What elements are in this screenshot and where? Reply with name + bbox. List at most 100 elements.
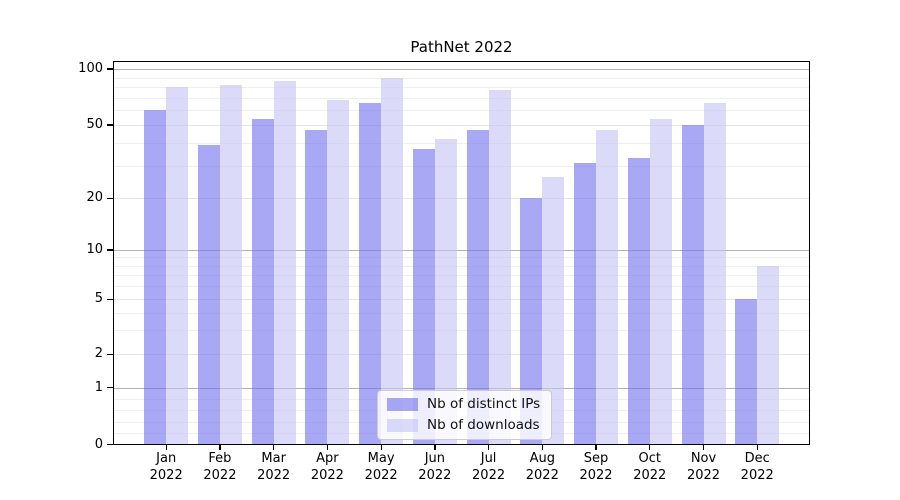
gridline-y-10 [113, 250, 810, 251]
x-tick-month: Oct [638, 451, 661, 466]
x-tick-label-jul: Jul 2022 [461, 450, 517, 484]
bar-distinct-ips-nov [681, 125, 704, 445]
y-tick-label-50: 50 [86, 117, 103, 132]
bar-distinct-ips-aug [520, 198, 543, 445]
y-tick-50 [107, 124, 113, 126]
gridline-y-6 [113, 286, 810, 288]
legend: Nb of distinct IPs Nb of downloads [377, 390, 553, 440]
legend-label-downloads: Nb of downloads [427, 417, 540, 433]
gridline-y-90 [113, 77, 810, 79]
x-tick-month: Dec [744, 451, 770, 466]
x-tick-month: Jul [480, 451, 497, 466]
legend-swatch-distinct-ips-icon [387, 397, 418, 411]
gridline-y-30 [113, 165, 810, 167]
x-tick-month: Feb [208, 451, 232, 466]
x-tick-month: Nov [690, 451, 717, 466]
gridline-y-2 [113, 354, 810, 356]
x-tick-year: 2022 [364, 468, 398, 483]
bar-distinct-ips-feb [197, 144, 220, 445]
bar-downloads-may [381, 77, 404, 445]
gridline-y-60 [113, 110, 810, 112]
x-tick-label-apr: Apr 2022 [299, 450, 355, 484]
x-tick-label-sep: Sep 2022 [568, 450, 624, 484]
bar-distinct-ips-mar [251, 118, 274, 445]
x-tick-label-may: May 2022 [353, 450, 409, 484]
bar-distinct-ips-jun [412, 149, 435, 445]
x-tick-year: 2022 [257, 468, 291, 483]
bar-downloads-dec [757, 265, 780, 445]
y-tick-label-20: 20 [86, 190, 103, 206]
x-tick-label-nov: Nov 2022 [676, 450, 732, 484]
y-tick-label-100: 100 [78, 61, 103, 76]
x-tick-year: 2022 [579, 468, 613, 483]
bar-distinct-ips-dec [735, 299, 758, 445]
y-tick-0 [107, 443, 113, 446]
x-tick-label-mar: Mar 2022 [246, 450, 302, 484]
gridline-y-3 [113, 329, 810, 331]
bar-downloads-apr [327, 100, 350, 445]
x-tick-year: 2022 [740, 468, 774, 483]
x-tick-month: May [367, 451, 395, 466]
y-tick-5 [107, 298, 113, 300]
bar-distinct-ips-jan [144, 110, 167, 445]
x-tick-sep [595, 445, 597, 450]
bar-distinct-ips-oct [627, 158, 650, 445]
x-tick-month: Jun [424, 451, 445, 466]
x-tick-month: Apr [316, 451, 339, 466]
gridline-y-4 [113, 312, 810, 314]
x-tick-feb [219, 445, 221, 450]
legend-label-distinct-ips: Nb of distinct IPs [427, 396, 541, 412]
x-tick-oct [649, 445, 651, 450]
gridline-y-80 [113, 87, 810, 89]
x-tick-month: Aug [529, 451, 555, 466]
bar-downloads-aug [542, 177, 565, 445]
x-tick-month: Mar [261, 451, 286, 466]
bar-distinct-ips-sep [574, 163, 597, 445]
gridline-y-20 [113, 198, 810, 200]
x-tick-month: Jan [156, 451, 177, 466]
y-tick-label-1: 1 [94, 379, 103, 395]
x-tick-year: 2022 [472, 468, 506, 483]
x-tick-jun [434, 445, 436, 450]
y-tick-label-10: 10 [86, 242, 103, 257]
bar-downloads-feb [219, 85, 242, 445]
x-tick-may [380, 445, 382, 450]
x-tick-label-jan: Jan 2022 [138, 450, 194, 484]
legend-item-downloads: Nb of downloads [387, 417, 540, 433]
y-tick-20 [107, 197, 113, 199]
bar-downloads-mar [273, 81, 296, 445]
y-tick-1 [107, 387, 113, 389]
y-tick-label-0: 0 [94, 436, 103, 452]
x-tick-month: Sep [583, 451, 609, 466]
bar-downloads-jun [434, 138, 457, 445]
bar-distinct-ips-may [359, 102, 382, 445]
gridline-y-50 [113, 125, 810, 126]
x-tick-year: 2022 [418, 468, 452, 483]
x-tick-label-jun: Jun 2022 [407, 450, 463, 484]
x-tick-year: 2022 [686, 468, 721, 483]
y-tick-100 [107, 68, 113, 70]
y-tick-2 [107, 353, 113, 355]
gridline-y-5 [113, 299, 810, 301]
gridline-y-100 [113, 69, 810, 70]
x-tick-label-dec: Dec 2022 [729, 450, 785, 484]
x-tick-jan [165, 445, 167, 450]
x-tick-year: 2022 [149, 468, 183, 483]
x-tick-label-oct: Oct 2022 [622, 450, 678, 484]
gridline-y-9 [113, 257, 810, 259]
bar-downloads-oct [649, 118, 672, 445]
y-tick-10 [107, 249, 113, 251]
x-tick-label-aug: Aug 2022 [514, 450, 570, 484]
legend-swatch-downloads-icon [387, 418, 418, 432]
gridline-y-40 [113, 142, 810, 144]
x-tick-year: 2022 [203, 468, 237, 483]
gridline-y-7 [113, 275, 810, 277]
bar-downloads-jul [488, 90, 511, 445]
y-tick-label-2: 2 [94, 346, 103, 362]
x-tick-year: 2022 [525, 468, 559, 483]
chart-title: PathNet 2022 [410, 38, 513, 56]
x-tick-aug [541, 445, 543, 450]
bar-downloads-jan [166, 87, 189, 445]
gridline-y-1 [113, 387, 810, 389]
